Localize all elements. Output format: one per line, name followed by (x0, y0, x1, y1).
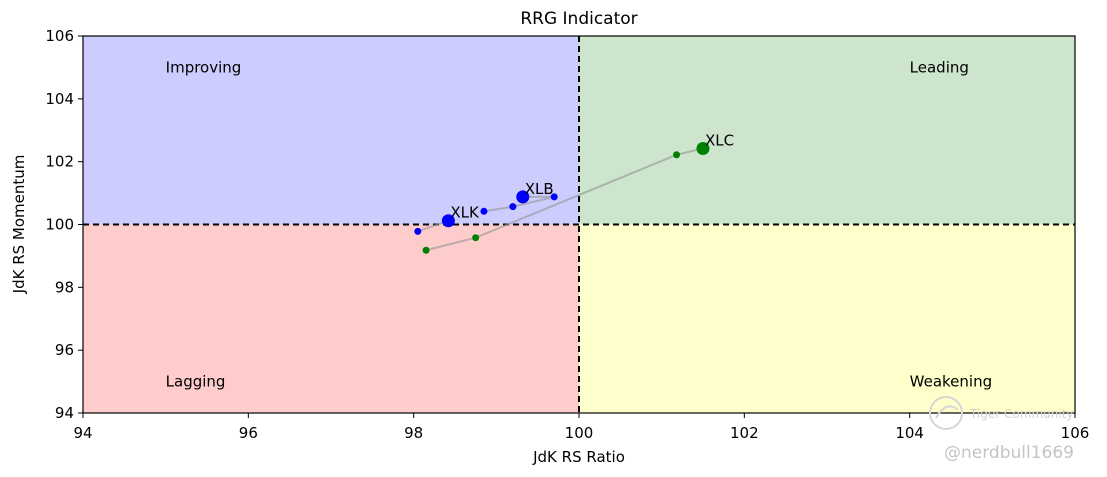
trail-xlc (425, 147, 704, 252)
x-axis-label: JdK RS Ratio (532, 448, 625, 466)
point-label-xlk: XLK (450, 204, 480, 222)
trail-point-xlb (480, 207, 488, 215)
x-tick-label: 94 (73, 424, 92, 442)
y-tick-label: 94 (55, 404, 74, 422)
current-point-xlk (441, 214, 455, 228)
x-tick-label: 98 (404, 424, 423, 442)
trail-point-xlb (509, 203, 517, 211)
point-label-xlb: XLB (525, 180, 554, 198)
trail-xlb (483, 195, 555, 213)
tiger-logo-icon (929, 396, 963, 430)
chart-title: RRG Indicator (520, 9, 637, 29)
x-tick-label: 104 (895, 424, 924, 442)
current-point-xlb (516, 190, 530, 204)
trail-point-xlb (550, 193, 558, 201)
watermark: Tiger Community @nerdbull1669 (929, 396, 1074, 463)
y-tick-label: 104 (45, 90, 74, 108)
y-tick-label: 106 (45, 27, 74, 45)
points-layer (414, 141, 710, 254)
trail-point-xlc (422, 246, 430, 254)
y-tick-label: 102 (45, 153, 74, 171)
quadrant-labels: Improving Leading Lagging Weakening (166, 58, 992, 390)
y-tick-label: 98 (55, 278, 74, 296)
point-label-xlc: XLC (705, 131, 734, 149)
quadrant-label-improving: Improving (166, 58, 242, 76)
quadrant-leading (579, 36, 1075, 225)
trail-point-xlk (414, 227, 422, 235)
tiger-logo-stroke (935, 405, 959, 419)
quadrant-label-weakening: Weakening (910, 373, 992, 391)
quadrant-improving (83, 36, 579, 225)
trail-point-xlc (673, 151, 681, 159)
point-labels: XLK XLB XLC (450, 131, 734, 221)
y-tick-label: 100 (45, 216, 74, 234)
quadrant-label-lagging: Lagging (166, 373, 226, 391)
trail-point-xlc (472, 234, 480, 242)
y-tick-label: 96 (55, 341, 74, 359)
quadrant-weakening (579, 224, 1075, 413)
quadrants-layer (83, 36, 1075, 413)
x-tick-label: 100 (565, 424, 594, 442)
y-axis-ticks: 94 96 98 100 102 104 106 (45, 27, 83, 422)
x-tick-label: 102 (730, 424, 759, 442)
watermark-brand: Tiger Community (969, 407, 1074, 421)
x-axis-ticks: 94 96 98 100 102 104 106 (73, 413, 1089, 442)
x-tick-label: 96 (239, 424, 258, 442)
quadrant-label-leading: Leading (910, 58, 969, 76)
x-tick-label: 106 (1061, 424, 1090, 442)
y-axis-label: JdK RS Momentum (10, 155, 28, 295)
current-point-xlc (696, 141, 710, 155)
center-lines (83, 36, 1075, 413)
quadrant-lagging (83, 224, 579, 413)
watermark-handle: @nerdbull1669 (944, 443, 1074, 463)
